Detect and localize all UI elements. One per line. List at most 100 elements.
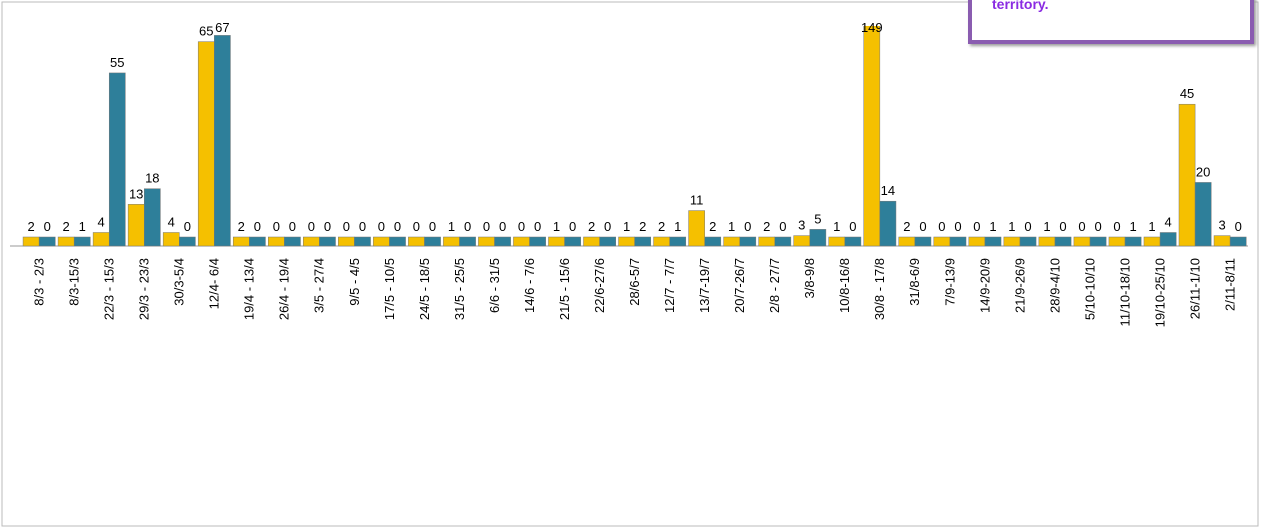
data-label: 2 <box>238 219 245 234</box>
data-label: 149 <box>861 20 883 35</box>
bar <box>1159 232 1177 247</box>
x-tick-label: 17/5 - 10/5 <box>382 258 397 320</box>
bar <box>1003 236 1021 247</box>
x-tick-label: 21/9-26/9 <box>1012 258 1027 313</box>
bar <box>723 236 740 247</box>
data-label: 0 <box>184 219 191 234</box>
x-tick-label: 21/5 - 15/6 <box>557 258 572 320</box>
bar <box>1108 236 1126 247</box>
bar <box>828 236 846 247</box>
data-label: 0 <box>464 219 471 234</box>
x-tick-label: 8/3-15/3 <box>67 258 82 306</box>
x-tick-label: 11/10-18/10 <box>1117 258 1132 326</box>
x-tick-label: 29/3 - 23/3 <box>137 258 152 320</box>
data-label: 0 <box>779 219 786 234</box>
bar <box>408 236 425 247</box>
data-label: 3 <box>1218 218 1225 233</box>
bar <box>774 236 792 247</box>
bar <box>73 236 91 247</box>
bar <box>1178 103 1196 247</box>
bar <box>548 236 565 247</box>
bar <box>863 26 881 247</box>
data-label: 20 <box>1196 164 1210 179</box>
x-tick-label: 19/10-25/10 <box>1152 258 1167 327</box>
data-label: 0 <box>604 219 611 234</box>
x-tick-label: 31/8-6/9 <box>907 258 922 306</box>
data-label: 1 <box>1129 219 1136 234</box>
data-label: 4 <box>98 214 105 229</box>
bar <box>232 236 250 247</box>
bar <box>583 236 600 247</box>
data-label: 1 <box>989 219 996 234</box>
data-label: 2 <box>763 219 770 234</box>
bar <box>162 232 180 247</box>
data-label: 0 <box>1059 219 1066 234</box>
bar <box>424 236 441 247</box>
bar <box>249 236 266 247</box>
data-label: 4 <box>168 214 175 229</box>
data-label: 13 <box>129 186 143 201</box>
bar <box>319 236 336 247</box>
data-label: 0 <box>744 219 751 234</box>
bar <box>459 236 476 247</box>
bar <box>564 236 581 247</box>
bar <box>513 236 530 247</box>
bar <box>22 236 40 247</box>
bar <box>214 35 231 247</box>
bar <box>1038 236 1056 247</box>
data-label: 2 <box>658 219 665 234</box>
bar <box>494 236 511 247</box>
bar <box>127 204 145 247</box>
x-tick-label: 31/5 - 25/5 <box>452 258 467 320</box>
bar <box>303 236 320 247</box>
x-tick-label: 24/5 - 18/5 <box>417 258 432 320</box>
data-label: 0 <box>1113 219 1120 234</box>
data-label: 1 <box>833 219 840 234</box>
data-label: 1 <box>728 219 735 234</box>
data-label: 0 <box>254 219 261 234</box>
bar <box>758 236 776 247</box>
bar <box>268 236 285 247</box>
bar <box>704 236 722 247</box>
bar <box>478 236 495 247</box>
x-tick-label: 6/6 - 31/5 <box>487 258 502 313</box>
data-label: 0 <box>954 219 961 234</box>
data-label: 1 <box>674 219 681 234</box>
bar <box>949 236 967 247</box>
data-label: 4 <box>1165 214 1172 229</box>
bar <box>338 236 355 247</box>
data-label: 0 <box>324 219 331 234</box>
bar <box>1073 236 1091 247</box>
data-label: 0 <box>413 219 420 234</box>
bar <box>1019 236 1037 247</box>
note-box: territory. <box>968 0 1254 44</box>
bar <box>739 236 757 247</box>
bar <box>618 236 635 247</box>
x-tick-label: 22/6-27/6 <box>592 258 607 313</box>
bar <box>1143 236 1161 247</box>
data-label: 67 <box>215 20 229 35</box>
data-label: 0 <box>394 219 401 234</box>
x-tick-label: 2/11-8/11 <box>1222 258 1237 311</box>
data-label: 0 <box>273 219 280 234</box>
data-label: 3 <box>798 218 805 233</box>
bar <box>688 210 705 247</box>
bar <box>143 188 161 247</box>
data-label: 2 <box>639 219 646 234</box>
bar <box>1213 235 1231 247</box>
data-label: 0 <box>1024 219 1031 234</box>
bar <box>933 236 951 247</box>
data-label: 0 <box>973 219 980 234</box>
x-tick-label: 20/7-26/7 <box>732 258 747 313</box>
data-label: 0 <box>569 219 576 234</box>
data-label: 18 <box>145 171 159 186</box>
x-tick-label: 14/9-20/9 <box>977 258 992 313</box>
data-label: 0 <box>534 219 541 234</box>
bar <box>844 236 862 247</box>
x-tick-label: 3/8-9/8 <box>802 258 817 298</box>
bar <box>1089 236 1107 247</box>
bar <box>443 236 460 247</box>
bar <box>197 41 215 247</box>
